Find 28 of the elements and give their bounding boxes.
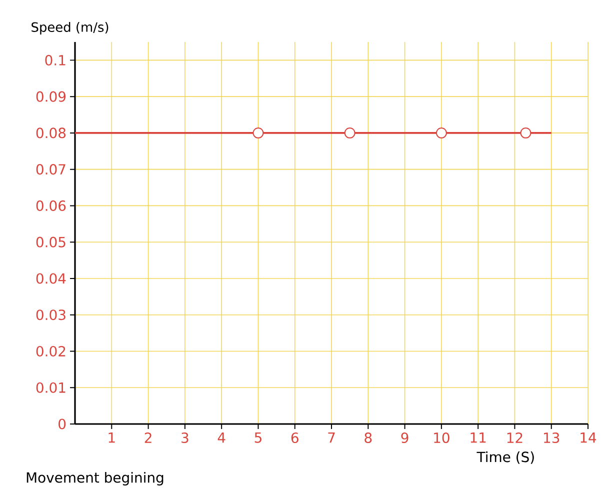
x-tick-label: 6 (291, 432, 298, 444)
y-tick-label: 0.07 (36, 164, 66, 175)
y-tick-label: 0.06 (36, 200, 66, 211)
x-tick-label: 7 (328, 432, 335, 443)
y-tick-label: 0.1 (45, 54, 66, 66)
y-tick-label: 0.09 (36, 91, 66, 102)
x-tick-label: 2 (144, 432, 152, 443)
y-tick-label: 0 (58, 418, 66, 430)
y-tick-label: 0.03 (36, 310, 66, 320)
x-tick-label: 1 (108, 432, 115, 443)
y-tick-label: 0.08 (36, 128, 66, 138)
text: Movement begining (26, 472, 164, 486)
y-tick-label: 0.02 (36, 346, 66, 357)
x-tick-label: 11 (470, 432, 486, 443)
y-tick-label: 0.05 (36, 236, 66, 248)
x-tick-label: 5 (254, 432, 262, 443)
y-tick-label: 0.01 (36, 382, 66, 393)
x-tick-label: 3 (182, 432, 188, 444)
x-tick-label: 10 (434, 432, 450, 444)
y-axis-title: Speed (m/s) (32, 22, 108, 34)
x-tick-label: 12 (507, 432, 522, 443)
x-tick-label: 14 (580, 432, 596, 443)
x-axis-title: Time (S) (476, 451, 534, 464)
x-tick-label: 9 (401, 432, 408, 444)
x-tick-label: 13 (544, 432, 560, 444)
x-tick-label: 8 (364, 432, 372, 444)
y-tick-label: 0.04 (36, 273, 66, 284)
x-tick-label: 4 (218, 432, 226, 443)
